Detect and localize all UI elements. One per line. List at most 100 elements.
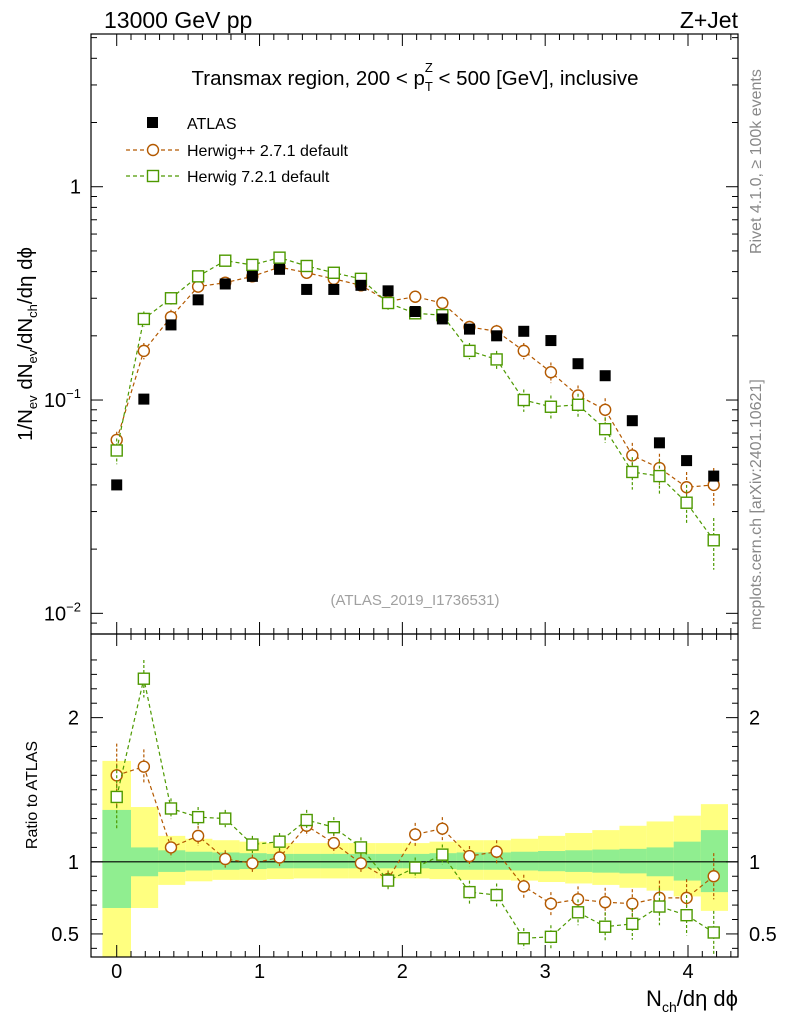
ratio-herwig7-point (354, 841, 368, 854)
ratio-herwigpp-point (517, 880, 530, 893)
band-stat-bin (483, 852, 511, 870)
herwig7-line (116, 257, 715, 541)
header-left-label: 13000 GeV pp (104, 7, 252, 33)
ratio-frame (90, 633, 739, 958)
atlas-point (491, 330, 503, 342)
ratio-y-axis-label: Ratio to ATLAS (24, 741, 41, 849)
herwigpp-point (191, 280, 205, 293)
ratio-y-tick-label-left: 0.5 (51, 924, 79, 946)
ratio-herwig7-point (544, 930, 558, 944)
ratio-herwig7-point (707, 926, 720, 939)
x-tick-label: 0 (111, 961, 122, 983)
x-tick-label: 3 (540, 961, 551, 983)
atlas-point (382, 285, 394, 297)
ratio-y-tick-label-right: 1 (749, 852, 760, 874)
main-panel: (ATLAS_2019_I1736531) Transmax region, 2… (14, 60, 720, 609)
herwig7-point (707, 534, 720, 547)
atlas-point (165, 319, 177, 331)
ratio-y-tick-label-right: 0.5 (749, 924, 777, 946)
atlas-point (192, 294, 204, 306)
mcplots-reference-label: mcplots.cern.ch [arXiv:2401.10621] (748, 379, 765, 630)
herwig7-point (544, 400, 558, 413)
rivet-version-label: Rivet 4.1.0, ≥ 100k events (748, 69, 765, 254)
atlas-point (545, 335, 557, 347)
ratio-herwig7-point (571, 906, 585, 919)
ratio-y-tick-label-right: 2 (749, 708, 760, 730)
atlas-point (681, 455, 693, 467)
ratio-herwig7-point (300, 813, 313, 827)
ratio-herwigpp-point (436, 822, 449, 835)
band-stat-bin (185, 851, 213, 871)
header-right-label: Z+Jet (680, 7, 739, 33)
plot-title-rest: < 500 [GeV], inclusive (433, 67, 639, 90)
herwig7-point (517, 393, 530, 407)
herwigpp-point (436, 296, 449, 310)
atlas-point (572, 358, 584, 370)
x-tick-label: 4 (682, 961, 693, 983)
ratio-herwig7-point (246, 838, 259, 851)
ratio-herwigpp-point (598, 896, 612, 909)
band-stat-bin (510, 851, 539, 871)
band-stat-bin (293, 853, 321, 869)
ratio-herwigpp-point (707, 870, 720, 883)
band-stat-bin (320, 853, 349, 869)
band-stat-bin (619, 848, 647, 874)
ratio-herwigpp-point (273, 851, 286, 864)
herwigpp-point (517, 344, 530, 358)
herwig7-point (327, 266, 341, 279)
herwig7-point (598, 422, 612, 436)
analysis-watermark: (ATLAS_2019_I1736531) (330, 592, 499, 609)
herwig7-point (490, 353, 503, 366)
legend-herwigpp-label: Herwig++ 2.7.1 default (187, 143, 349, 160)
ratio-herwig7-point (381, 874, 395, 887)
atlas-point (626, 415, 638, 427)
ratio-herwigpp-point (137, 760, 151, 773)
band-stat-bin (565, 850, 593, 872)
legend-herwig7-marker (146, 169, 160, 183)
main-y-tick-label: 10−2 (44, 599, 81, 625)
herwigpp-point (598, 403, 612, 416)
band-stat-bin (375, 853, 403, 869)
ratio-herwig7-point (463, 885, 476, 899)
ratio-herwigpp-point (327, 836, 341, 850)
band-stat-bin (592, 849, 620, 873)
legend: ATLAS Herwig++ 2.7.1 default Herwig 7.2.… (126, 116, 349, 186)
herwig7-point (246, 258, 259, 272)
atlas-point (274, 263, 286, 275)
ratio-herwig7-point (598, 920, 612, 933)
ratio-herwig7-point (653, 900, 666, 913)
herwig7-point (381, 296, 395, 310)
ratio-herwig7-point (137, 672, 151, 685)
herwig7-point (653, 469, 666, 483)
main-y-tick-label: 10−1 (44, 386, 81, 412)
atlas-point (355, 279, 367, 291)
main-y-axis-label: 1/Nev dNev/dNch/dη dϕ (14, 247, 40, 441)
ratio-herwigpp-point (544, 897, 558, 910)
ratio-herwig7-point (273, 835, 286, 848)
plot-title-main: Transmax region, 200 < p (191, 67, 424, 90)
ratio-herwig7-point (626, 917, 639, 931)
ratio-herwig7-point (436, 848, 449, 861)
ratio-herwig7-point (164, 802, 178, 815)
herwig7-point (273, 251, 286, 264)
atlas-point (653, 437, 665, 449)
atlas-point (301, 283, 313, 295)
band-stat-bin (102, 809, 131, 908)
herwigpp-point (626, 449, 639, 462)
band-stat-bin (673, 841, 701, 881)
herwig7-point (164, 292, 178, 305)
ratio-herwigpp-line (116, 765, 715, 905)
herwigpp-point (137, 344, 151, 358)
ratio-herwigpp-point (354, 857, 368, 870)
herwig7-point (300, 259, 313, 273)
ratio-herwig7-point (327, 821, 341, 834)
legend-herwigpp-marker (146, 143, 160, 157)
atlas-point (599, 370, 611, 382)
ratio-herwigpp-point (164, 841, 178, 854)
band-stat-bin (538, 851, 566, 872)
ratio-herwig7-point (680, 908, 693, 922)
legend-atlas-label: ATLAS (187, 116, 237, 133)
atlas-point (436, 313, 448, 325)
herwigpp-point (544, 366, 558, 379)
